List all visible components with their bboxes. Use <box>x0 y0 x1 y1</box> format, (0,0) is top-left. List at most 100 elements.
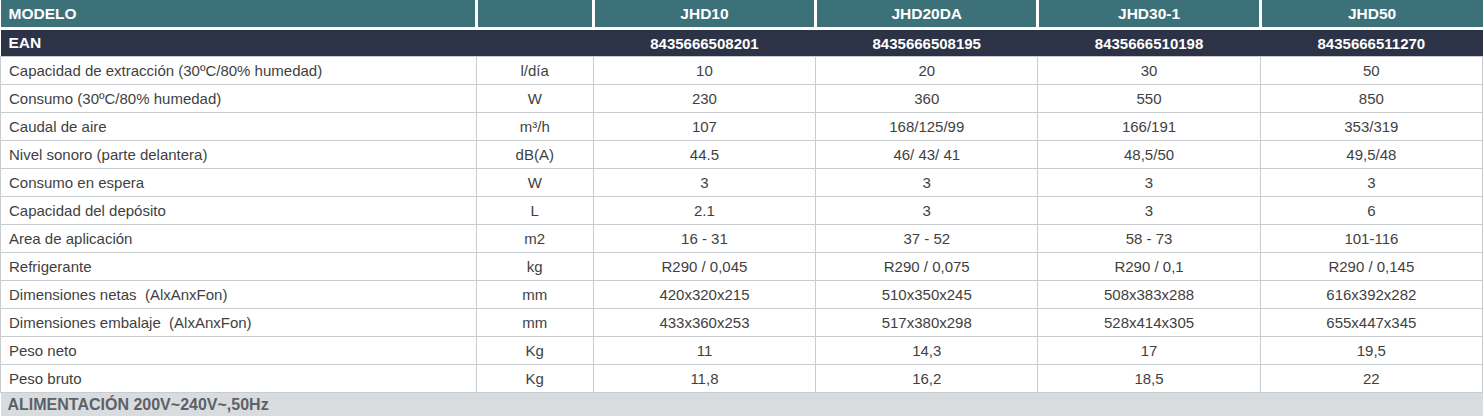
spec-row: Nivel sonoro (parte delantera)dB(A)44.5 4… <box>1 141 1483 169</box>
spec-row: Consumo (30ºC/80% humedad)W230360550850 <box>1 85 1483 113</box>
spec-value-cell: R290 / 0,045 <box>593 253 815 281</box>
spec-label-cell: Peso bruto <box>1 365 477 393</box>
ean-value-cell: 8435666508195 <box>816 29 1038 57</box>
model-header-cell: JHD50 <box>1260 0 1482 29</box>
spec-value-cell: 22 <box>1260 365 1482 393</box>
spec-value-cell: 17 <box>1038 337 1260 365</box>
spec-label-cell: Consumo (30ºC/80% humedad) <box>1 85 477 113</box>
ean-value-cell: 8435666508201 <box>593 29 815 57</box>
model-header-cell: JHD20DA <box>816 0 1038 29</box>
spec-label-cell: Peso neto <box>1 337 477 365</box>
spec-value-cell: 30 <box>1038 57 1260 85</box>
model-header-row: MODELO JHD10JHD20DAJHD30-1JHD50 <box>1 0 1483 29</box>
spec-row: RefrigerantekgR290 / 0,045R290 / 0,075R2… <box>1 253 1483 281</box>
spec-unit-cell: Kg <box>476 365 593 393</box>
spec-label-cell: Dimensiones netas (AlxAnxFon) <box>1 281 477 309</box>
spec-value-cell: 50 <box>1260 57 1482 85</box>
spec-value-cell: 168/125/99 <box>816 113 1038 141</box>
spec-label-cell: Dimensiones embalaje (AlxAnxFon) <box>1 309 477 337</box>
ean-row: EAN 843566650820184356665081958435666510… <box>1 29 1483 57</box>
spec-value-cell: 44.5 <box>593 141 815 169</box>
spec-value-cell: 3 <box>1260 169 1482 197</box>
spec-value-cell: 166/191 <box>1038 113 1260 141</box>
spec-label-cell: Nivel sonoro (parte delantera) <box>1 141 477 169</box>
modelo-header-label: MODELO <box>1 0 477 29</box>
spec-row: Consumo en esperaW3333 <box>1 169 1483 197</box>
spec-unit-cell: dB(A) <box>476 141 593 169</box>
spec-sheet: MODELO JHD10JHD20DAJHD30-1JHD50 EAN 8435… <box>0 0 1483 419</box>
spec-unit-cell: m2 <box>476 225 593 253</box>
spec-value-cell: 20 <box>816 57 1038 85</box>
power-supply-footer: ALIMENTACIÓN 200V~240V~,50Hz <box>1 393 1483 419</box>
spec-row: Caudal de airem³/h107168/125/99166/19135… <box>1 113 1483 141</box>
spec-value-cell: 420x320x215 <box>593 281 815 309</box>
spec-row: Dimensiones embalaje (AlxAnxFon)mm433x36… <box>1 309 1483 337</box>
spec-value-cell: 2.1 <box>593 197 815 225</box>
spec-value-cell: 3 <box>1038 169 1260 197</box>
spec-value-cell: 517x380x298 <box>816 309 1038 337</box>
spec-value-cell: 49,5/48 <box>1260 141 1482 169</box>
spec-value-cell: 3 <box>816 197 1038 225</box>
spec-value-cell: 510x350x245 <box>816 281 1038 309</box>
ean-row-label: EAN <box>1 29 477 57</box>
product-spec-table: MODELO JHD10JHD20DAJHD30-1JHD50 EAN 8435… <box>0 0 1483 419</box>
spec-value-cell: 11,8 <box>593 365 815 393</box>
spec-label-cell: Capacidad de extracción (30ºC/80% humeda… <box>1 57 477 85</box>
ean-row-unit-spacer <box>476 29 593 57</box>
spec-row: Peso netoKg1114,31719,5 <box>1 337 1483 365</box>
spec-value-cell: 616x392x282 <box>1260 281 1482 309</box>
spec-value-cell: 10 <box>593 57 815 85</box>
spec-value-cell: 655x447x345 <box>1260 309 1482 337</box>
spec-value-cell: 528x414x305 <box>1038 309 1260 337</box>
spec-value-cell: 16,2 <box>816 365 1038 393</box>
power-footer-row: ALIMENTACIÓN 200V~240V~,50Hz <box>1 393 1483 419</box>
spec-value-cell: 3 <box>1038 197 1260 225</box>
spec-unit-cell: mm <box>476 281 593 309</box>
spec-value-cell: 850 <box>1260 85 1482 113</box>
spec-value-cell: 18,5 <box>1038 365 1260 393</box>
ean-value-cell: 8435666511270 <box>1260 29 1482 57</box>
spec-value-cell: R290 / 0,1 <box>1038 253 1260 281</box>
spec-label-cell: Refrigerante <box>1 253 477 281</box>
spec-row: Area de aplicaciónm216 - 3137 - 5258 - 7… <box>1 225 1483 253</box>
spec-value-cell: 230 <box>593 85 815 113</box>
spec-unit-cell: Kg <box>476 337 593 365</box>
spec-unit-cell: W <box>476 85 593 113</box>
modelo-header-unit-spacer <box>476 0 593 29</box>
spec-unit-cell: W <box>476 169 593 197</box>
spec-unit-cell: L <box>476 197 593 225</box>
spec-value-cell: 11 <box>593 337 815 365</box>
spec-value-cell: 101-116 <box>1260 225 1482 253</box>
spec-value-cell: 37 - 52 <box>816 225 1038 253</box>
spec-unit-cell: m³/h <box>476 113 593 141</box>
model-header-cell: JHD30-1 <box>1038 0 1260 29</box>
spec-value-cell: 3 <box>816 169 1038 197</box>
spec-value-cell: 14,3 <box>816 337 1038 365</box>
spec-row: Dimensiones netas (AlxAnxFon)mm420x320x2… <box>1 281 1483 309</box>
spec-value-cell: R290 / 0,075 <box>816 253 1038 281</box>
spec-row: Peso brutoKg11,816,218,522 <box>1 365 1483 393</box>
spec-value-cell: 508x383x288 <box>1038 281 1260 309</box>
spec-table-body: Capacidad de extracción (30ºC/80% humeda… <box>1 57 1483 393</box>
spec-row: Capacidad de extracción (30ºC/80% humeda… <box>1 57 1483 85</box>
spec-unit-cell: l/día <box>476 57 593 85</box>
spec-value-cell: 550 <box>1038 85 1260 113</box>
ean-value-cell: 8435666510198 <box>1038 29 1260 57</box>
spec-value-cell: 6 <box>1260 197 1482 225</box>
spec-value-cell: 48,5/50 <box>1038 141 1260 169</box>
spec-value-cell: R290 / 0,145 <box>1260 253 1482 281</box>
spec-unit-cell: kg <box>476 253 593 281</box>
spec-row: Capacidad del depósitoL2.1336 <box>1 197 1483 225</box>
spec-value-cell: 19,5 <box>1260 337 1482 365</box>
spec-value-cell: 16 - 31 <box>593 225 815 253</box>
spec-label-cell: Capacidad del depósito <box>1 197 477 225</box>
model-header-cell: JHD10 <box>593 0 815 29</box>
spec-value-cell: 433x360x253 <box>593 309 815 337</box>
spec-label-cell: Caudal de aire <box>1 113 477 141</box>
spec-value-cell: 3 <box>593 169 815 197</box>
spec-value-cell: 107 <box>593 113 815 141</box>
spec-label-cell: Area de aplicación <box>1 225 477 253</box>
spec-value-cell: 353/319 <box>1260 113 1482 141</box>
spec-label-cell: Consumo en espera <box>1 169 477 197</box>
spec-value-cell: 360 <box>816 85 1038 113</box>
